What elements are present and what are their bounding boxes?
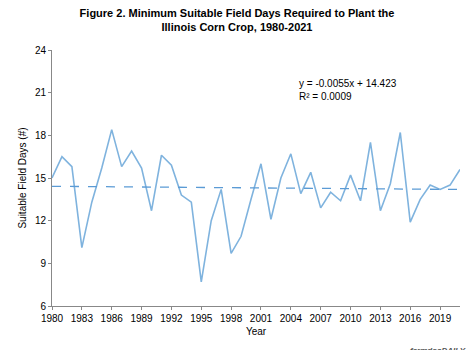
svg-text:farmdocDAILY: farmdocDAILY	[410, 346, 466, 350]
svg-text:15: 15	[35, 173, 47, 184]
svg-text:2004: 2004	[280, 313, 303, 324]
svg-text:2013: 2013	[369, 313, 392, 324]
svg-text:9: 9	[40, 258, 46, 269]
svg-text:2007: 2007	[310, 313, 333, 324]
svg-text:1998: 1998	[220, 313, 243, 324]
svg-text:y = -0.0055x + 14.423R² = 0.00: y = -0.0055x + 14.423R² = 0.0009	[299, 78, 397, 102]
svg-text:1983: 1983	[71, 313, 94, 324]
svg-text:1989: 1989	[130, 313, 153, 324]
svg-text:1980: 1980	[41, 313, 64, 324]
svg-text:Figure 2. Minimum Suitable Fie: Figure 2. Minimum Suitable Field Days Re…	[80, 7, 395, 33]
svg-text:2001: 2001	[250, 313, 273, 324]
svg-text:6: 6	[40, 301, 46, 312]
svg-text:24: 24	[35, 45, 47, 56]
svg-text:2010: 2010	[339, 313, 362, 324]
svg-text:1986: 1986	[101, 313, 124, 324]
svg-text:Year: Year	[246, 326, 267, 337]
svg-text:21: 21	[35, 87, 47, 98]
svg-text:Suitable Field Days (#): Suitable Field Days (#)	[17, 127, 28, 228]
svg-text:1995: 1995	[190, 313, 213, 324]
svg-text:18: 18	[35, 130, 47, 141]
svg-text:1992: 1992	[160, 313, 183, 324]
svg-text:2019: 2019	[429, 313, 452, 324]
svg-text:2016: 2016	[399, 313, 422, 324]
svg-text:12: 12	[35, 215, 47, 226]
